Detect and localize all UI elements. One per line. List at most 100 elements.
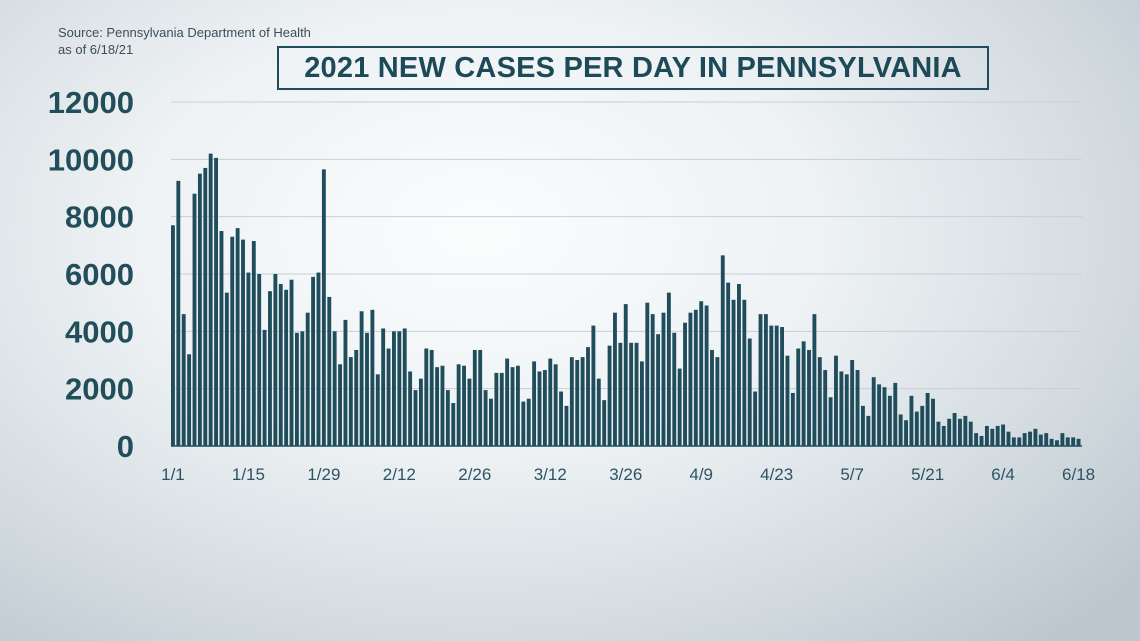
x-tick-label: 6/4 xyxy=(991,465,1015,484)
y-tick-label: 10000 xyxy=(48,142,134,177)
bar xyxy=(413,390,418,446)
bar xyxy=(731,299,736,446)
bar xyxy=(629,342,634,446)
bar xyxy=(192,193,197,446)
bar xyxy=(898,414,903,446)
x-tick-label: 1/15 xyxy=(232,465,265,484)
x-tick-label: 5/7 xyxy=(840,465,864,484)
bar xyxy=(586,347,590,446)
bar xyxy=(688,312,693,446)
bar xyxy=(941,425,946,446)
bar xyxy=(639,361,644,446)
bar xyxy=(758,314,763,446)
bar xyxy=(370,309,375,446)
bar xyxy=(871,377,876,446)
bar xyxy=(257,274,262,446)
bar xyxy=(958,418,962,446)
bar xyxy=(618,342,623,446)
bar xyxy=(241,239,245,446)
bar xyxy=(1049,438,1054,446)
bar xyxy=(893,382,898,446)
bar xyxy=(494,372,499,446)
bar xyxy=(866,415,871,446)
bar xyxy=(386,348,391,446)
bar xyxy=(521,401,526,446)
bar xyxy=(850,360,855,446)
x-tick-label: 4/23 xyxy=(760,465,793,484)
bar xyxy=(1006,431,1011,446)
bar xyxy=(693,309,698,446)
bar xyxy=(1011,437,1016,446)
bar xyxy=(979,435,984,446)
bar xyxy=(855,370,860,446)
bar xyxy=(634,342,639,446)
bar xyxy=(1065,437,1070,446)
bar xyxy=(300,331,305,446)
bar xyxy=(359,311,364,446)
bar xyxy=(785,355,790,446)
x-tick-label: 4/9 xyxy=(689,465,713,484)
bar xyxy=(753,391,758,446)
bar xyxy=(510,367,515,446)
bar xyxy=(338,364,342,446)
bar xyxy=(208,153,213,446)
x-tick-label: 3/26 xyxy=(609,465,642,484)
bar xyxy=(1071,437,1076,446)
bar xyxy=(381,328,386,446)
bar xyxy=(613,312,617,446)
bar xyxy=(532,361,537,446)
bar xyxy=(505,358,510,446)
bar xyxy=(747,338,752,446)
bar xyxy=(1044,433,1049,446)
bar xyxy=(1001,424,1006,446)
bar xyxy=(1055,440,1059,446)
bar xyxy=(796,348,801,446)
y-tick-label: 6000 xyxy=(65,257,134,292)
bar xyxy=(1060,433,1065,446)
bar xyxy=(952,413,957,446)
bar xyxy=(348,357,353,446)
bar xyxy=(737,284,741,446)
bar xyxy=(542,370,547,446)
bar xyxy=(623,304,628,446)
bar xyxy=(807,349,811,446)
bar xyxy=(462,365,466,446)
bar xyxy=(1038,434,1043,446)
bar xyxy=(844,374,849,446)
bar xyxy=(990,428,995,446)
bar xyxy=(575,360,580,446)
bar xyxy=(559,391,563,446)
bar xyxy=(316,272,321,446)
bar xyxy=(467,378,472,446)
bar xyxy=(219,231,224,446)
bar xyxy=(327,296,332,446)
y-tick-label: 4000 xyxy=(65,314,134,349)
bar xyxy=(435,367,440,446)
bar xyxy=(947,418,952,446)
x-tick-label: 3/12 xyxy=(534,465,567,484)
bar xyxy=(882,387,887,446)
bar xyxy=(580,357,585,446)
bar xyxy=(171,225,175,446)
bar xyxy=(478,349,483,446)
bar xyxy=(763,314,768,446)
bar xyxy=(704,305,709,446)
bar xyxy=(526,398,531,446)
bar xyxy=(1076,438,1081,446)
bar xyxy=(251,241,256,446)
bar xyxy=(499,372,504,446)
x-tick-label: 1/29 xyxy=(307,465,340,484)
y-tick-label: 2000 xyxy=(65,372,134,407)
bar xyxy=(343,319,348,446)
bar xyxy=(418,378,423,446)
bar xyxy=(365,332,369,446)
bar xyxy=(591,325,596,446)
bar xyxy=(683,322,687,446)
bar xyxy=(354,349,359,446)
bar xyxy=(645,302,650,446)
bar xyxy=(769,325,774,446)
bar xyxy=(834,355,838,446)
x-tick-label: 6/18 xyxy=(1062,465,1095,484)
chart-title: 2021 NEW CASES PER DAY IN PENNSYLVANIA xyxy=(304,51,962,84)
bar xyxy=(931,398,935,446)
